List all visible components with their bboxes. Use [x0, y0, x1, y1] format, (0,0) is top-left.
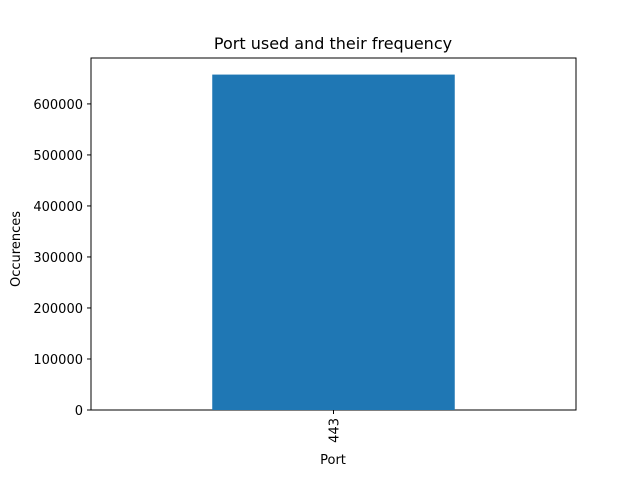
x-axis: 443: [328, 410, 343, 443]
y-tick-label: 600000: [33, 98, 83, 113]
y-tick-label: 0: [75, 404, 83, 419]
x-tick-label: 443: [328, 418, 343, 443]
y-tick-label: 400000: [33, 200, 83, 215]
y-axis-label: Occurences: [9, 211, 24, 287]
y-axis: 0 100000 200000 300000 400000 500000 600000: [33, 98, 91, 419]
bars: [212, 74, 455, 410]
chart-title: Port used and their frequency: [214, 34, 452, 53]
x-axis-label: Port: [320, 453, 346, 468]
bar-443: [212, 74, 455, 410]
y-tick-label: 500000: [33, 149, 83, 164]
y-tick-label: 100000: [33, 353, 83, 368]
y-tick-label: 300000: [33, 251, 83, 266]
y-tick-label: 200000: [33, 302, 83, 317]
